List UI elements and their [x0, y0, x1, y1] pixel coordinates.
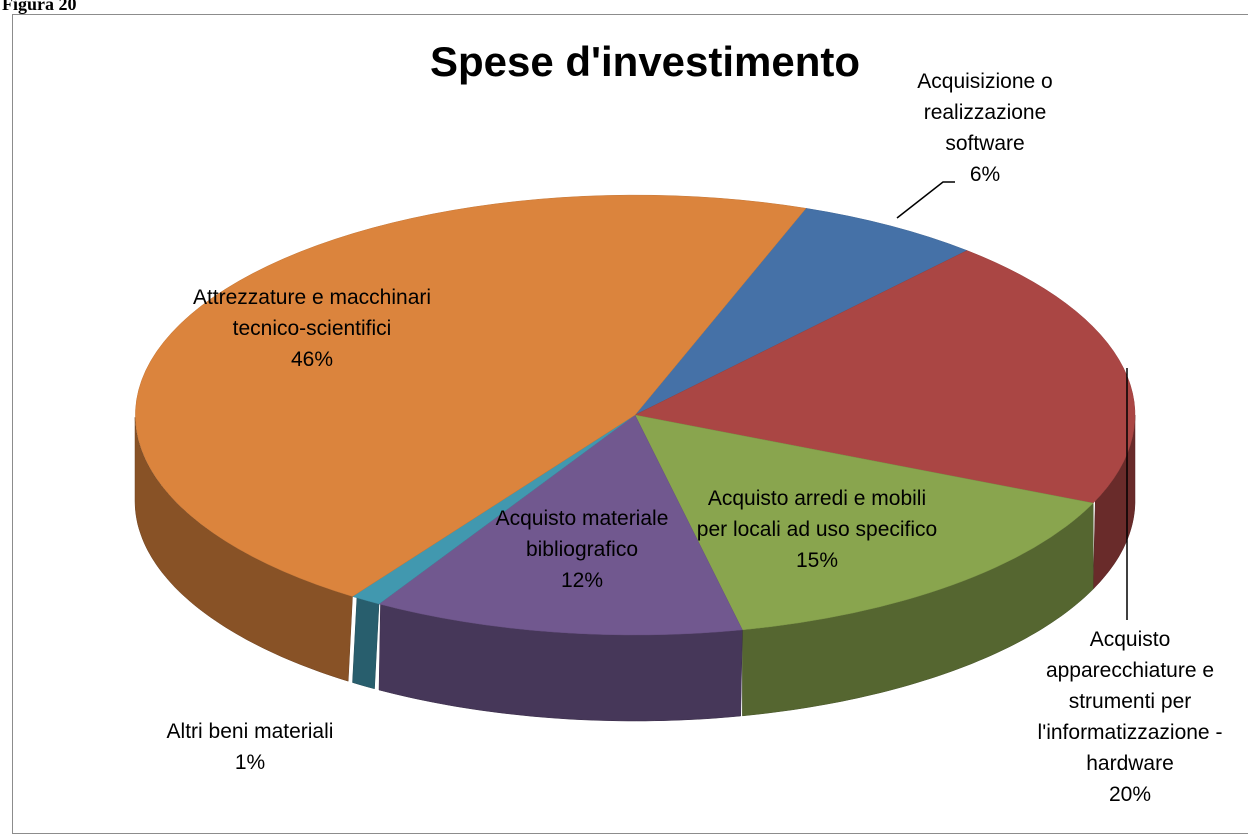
caption: Figura 20: [2, 0, 77, 14]
slice: [135, 194, 807, 597]
label-value: 6%: [969, 163, 1001, 186]
label-category: Attrezzature e macchinari tecnico-scient…: [192, 286, 432, 340]
data-label: Acquisto materiale bibliografico 12%: [492, 503, 672, 596]
label-category: Acquisto materiale bibliografico: [495, 507, 669, 561]
slice-side: [352, 597, 380, 690]
leader-line: [896, 181, 955, 219]
data-label: Acquisizione o realizzazione software 6%: [885, 66, 1085, 190]
label-category: Acquisto apparecchiature e strumenti per…: [1037, 628, 1223, 775]
chart-title: Spese d'investimento: [429, 38, 861, 85]
slice: [634, 208, 968, 416]
data-label: Altri beni materiali 1%: [120, 716, 380, 778]
label-category: Altri beni materiali: [166, 720, 334, 743]
label-category: Acquisto arredi e mobili per locali ad u…: [696, 487, 938, 541]
slice: [634, 414, 1094, 631]
label-value: 15%: [795, 549, 839, 572]
label-value: 1%: [234, 751, 266, 774]
slice: [634, 250, 1136, 504]
slice: [378, 414, 743, 636]
data-label: Acquisto apparecchiature e strumenti per…: [1014, 624, 1246, 810]
label-value: 46%: [290, 348, 334, 371]
data-label: Acquisto arredi e mobili per locali ad u…: [692, 483, 942, 576]
data-label: Attrezzature e macchinari tecnico-scient…: [192, 282, 432, 375]
label-value: 20%: [1108, 783, 1152, 806]
label-value: 12%: [560, 569, 604, 592]
label-category: Acquisizione o realizzazione software: [917, 70, 1053, 155]
